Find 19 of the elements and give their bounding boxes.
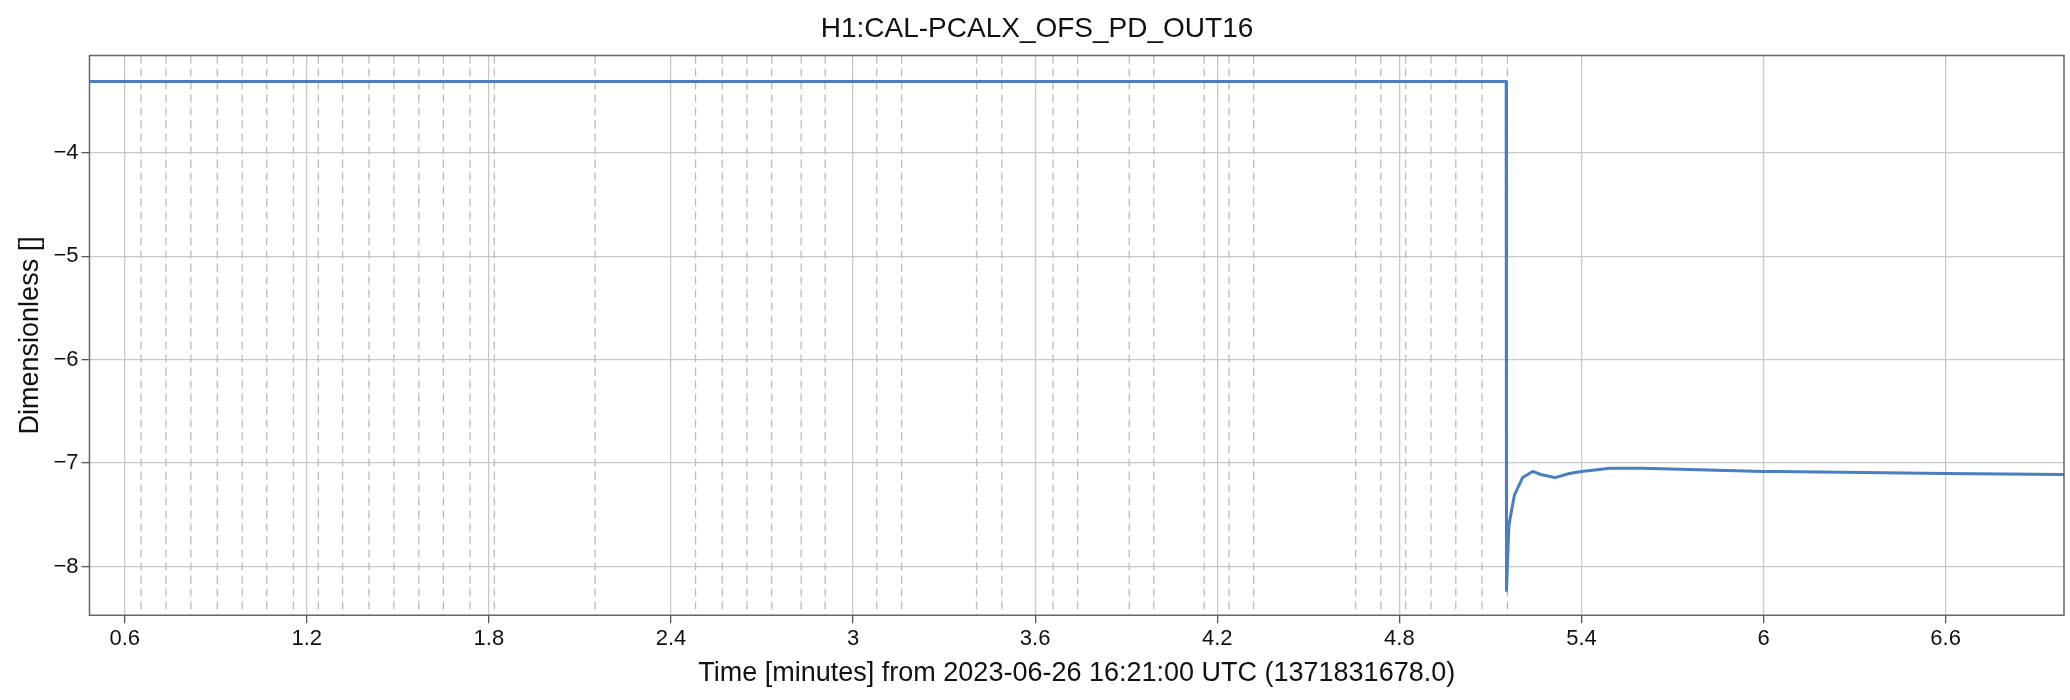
x-tick-label: 3: [846, 625, 860, 651]
y-axis-title: Dimensionless []: [13, 236, 44, 435]
x-tick-label: 5.4: [1566, 625, 1597, 651]
x-axis-title: Time [minutes] from 2023-06-26 16:21:00 UTC (1371831678.0): [698, 657, 1456, 688]
chart-title: H1:CAL-PCALX_OFS_PD_OUT16: [820, 11, 1254, 43]
x-tick-label: 6.6: [1930, 625, 1961, 651]
y-tick-label: −7: [53, 449, 79, 475]
x-tick-label: 1.2: [291, 625, 323, 651]
y-tick-label: −6: [53, 345, 79, 371]
x-tick-label: 2.4: [655, 625, 687, 651]
y-tick-label: −5: [53, 242, 79, 268]
y-tick-label: −4: [53, 138, 79, 164]
x-tick-label: 3.6: [1019, 625, 1051, 651]
x-tick-label: 0.6: [109, 625, 140, 651]
x-tick-label: 4.8: [1384, 625, 1415, 651]
x-tick-label: 4.2: [1201, 625, 1233, 651]
x-tick-label: 1.8: [473, 625, 505, 651]
y-tick-label: −8: [53, 552, 79, 578]
x-tick-label: 6: [1757, 625, 1770, 651]
